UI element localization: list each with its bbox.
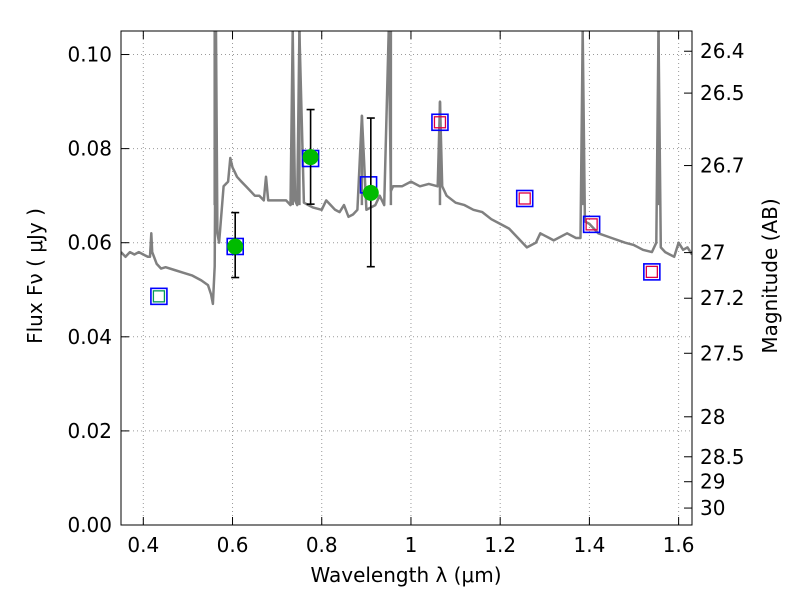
y-tick-label: 0.00 [67,513,112,537]
x-tick-label: 1.4 [573,533,605,557]
y2-tick-label: 27.2 [700,286,745,310]
x-tick-label: 0.4 [127,533,159,557]
marker-layer [150,108,661,306]
model-photometry-inner-square [518,192,531,205]
model-photometry-square [431,113,449,132]
model-photometry-square [150,287,168,306]
observed-point [362,184,379,201]
plot-frame [120,30,693,526]
x-tick-label: 1 [405,533,418,557]
axis-ticks: 0.4 0.6 0.8 1 1.2 1.4 1.6 0.00 0.02 0.04 0.06 0.08 0… [67,31,745,557]
model-photometry-square [643,263,661,281]
model-photometry-inner-square [645,265,659,279]
model-photometry-inner-square [152,290,166,303]
y-tick-label: 0.02 [67,419,112,443]
x-tick-label: 1.6 [663,533,695,557]
y2-tick-label: 28.5 [700,445,745,469]
x-axis-title: Wavelength λ (μm) [310,563,501,587]
observed-point [302,149,319,166]
data-layer [121,31,692,306]
y2-tick-label: 26.4 [700,39,745,63]
x-tick-label: 1.2 [484,533,516,557]
y2-tick-label: 27.5 [700,341,745,365]
y2-tick-label: 30 [700,496,725,520]
y-axis-title: Flux Fν ( μJy ) [23,208,47,344]
y-tick-label: 0.04 [67,325,112,349]
y2-tick-label: 29 [700,470,725,494]
y-tick-label: 0.08 [67,137,112,161]
y2-tick-label: 27 [700,241,725,265]
x-tick-label: 0.6 [217,533,249,557]
model-photometry-inner-square [433,116,447,129]
model-photometry-inner-square [585,218,598,231]
model-photometry-square [582,215,601,234]
y-tick-label: 0.06 [67,231,112,255]
y2-tick-label: 26.5 [700,81,745,105]
y2-tick-label: 26.7 [700,154,745,178]
model-photometry-square [515,189,534,208]
y2-axis-title: Magnitude (AB) [758,198,782,353]
y2-tick-label: 28 [700,405,725,429]
y-tick-label: 0.10 [67,43,112,67]
observed-point [227,238,244,255]
x-tick-label: 0.8 [306,533,338,557]
plot-background [121,31,692,525]
